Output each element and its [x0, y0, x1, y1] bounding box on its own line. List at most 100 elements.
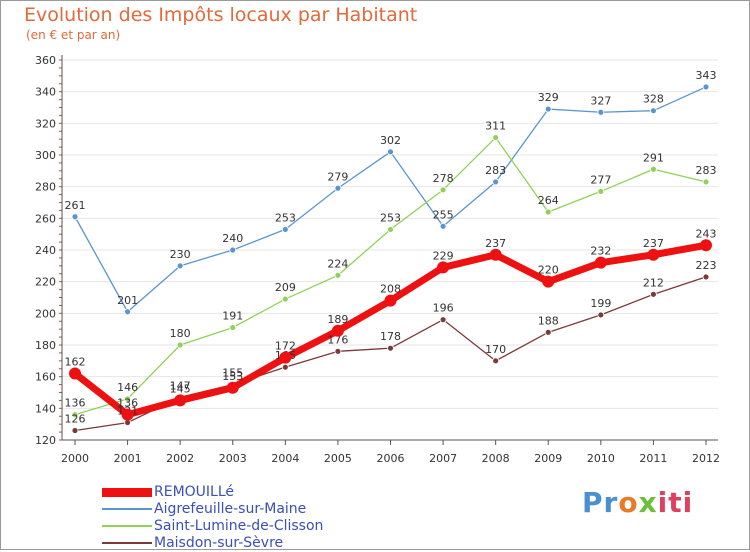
point-remouill-2009 — [542, 275, 555, 288]
point-maisdon-sur-s-vre-2011 — [650, 290, 657, 298]
legend-label-aigrefeuille: Aigrefeuille-sur-Maine — [154, 501, 307, 517]
data-label-remouill-2011: 237 — [643, 237, 664, 250]
x-tick-label-2005: 2005 — [324, 452, 352, 465]
point-maisdon-sur-s-vre-2009 — [544, 328, 552, 336]
point-aigrefeuille-sur-maine-2005 — [334, 184, 342, 192]
data-label-maisdon-sur-s-vre-2012: 223 — [696, 259, 717, 272]
point-aigrefeuille-sur-maine-2008 — [492, 178, 500, 186]
data-label-aigrefeuille-sur-maine-2012: 343 — [696, 69, 717, 82]
data-label-remouill-2005: 189 — [327, 313, 348, 326]
data-label-maisdon-sur-s-vre-2000: 126 — [65, 413, 86, 426]
y-tick-label-220: 220 — [35, 276, 56, 289]
y-tick-label-360: 360 — [35, 54, 56, 67]
x-tick-label-2007: 2007 — [429, 452, 457, 465]
legend-swatch-saint-lumine — [102, 525, 152, 527]
data-label-maisdon-sur-s-vre-2009: 188 — [538, 314, 559, 327]
data-label-saint-lumine-de-clisson-2011: 291 — [643, 151, 664, 164]
point-saint-lumine-de-clisson-2000 — [71, 411, 79, 419]
point-saint-lumine-de-clisson-2008 — [492, 134, 500, 141]
x-tick-label-2000: 2000 — [61, 452, 89, 465]
x-tick-label-2009: 2009 — [534, 452, 562, 465]
data-label-saint-lumine-de-clisson-2004: 209 — [275, 281, 296, 294]
data-label-maisdon-sur-s-vre-2008: 170 — [485, 343, 506, 356]
proxiti-logo: Proxiti — [582, 486, 694, 519]
x-tick-label-2011: 2011 — [639, 452, 667, 465]
point-remouill-2002 — [174, 394, 187, 407]
data-label-aigrefeuille-sur-maine-2011: 328 — [643, 93, 664, 106]
point-maisdon-sur-s-vre-2000 — [71, 427, 79, 434]
point-saint-lumine-de-clisson-2005 — [334, 271, 342, 279]
point-aigrefeuille-sur-maine-2004 — [281, 226, 289, 233]
data-label-maisdon-sur-s-vre-2005: 176 — [327, 333, 348, 346]
data-label-aigrefeuille-sur-maine-2010: 327 — [590, 94, 611, 107]
legend-label-maisdon: Maisdon-sur-Sèvre — [154, 535, 284, 551]
data-label-maisdon-sur-s-vre-2006: 178 — [380, 330, 401, 343]
data-label-maisdon-sur-s-vre-2007: 196 — [433, 302, 454, 315]
data-label-remouill-2010: 232 — [590, 245, 611, 258]
legend-label-saint-lumine: Saint-Lumine-de-Clisson — [154, 518, 324, 534]
y-tick-label-280: 280 — [35, 181, 56, 194]
data-label-maisdon-sur-s-vre-2003: 155 — [222, 367, 243, 380]
data-label-saint-lumine-de-clisson-2003: 191 — [222, 310, 243, 323]
point-saint-lumine-de-clisson-2009 — [544, 208, 552, 216]
y-tick-label-120: 120 — [35, 434, 56, 447]
point-saint-lumine-de-clisson-2007 — [439, 186, 447, 194]
y-tick-label-180: 180 — [35, 339, 56, 352]
point-remouill-2006 — [384, 294, 397, 307]
x-tick-label-2004: 2004 — [271, 452, 299, 465]
data-label-maisdon-sur-s-vre-2011: 212 — [643, 276, 664, 289]
point-maisdon-sur-s-vre-2005 — [334, 347, 342, 355]
data-label-aigrefeuille-sur-maine-2002: 230 — [170, 248, 191, 261]
data-label-maisdon-sur-s-vre-2002: 147 — [170, 379, 191, 392]
data-label-remouill-2001: 136 — [117, 397, 138, 410]
point-maisdon-sur-s-vre-2008 — [492, 357, 500, 365]
data-label-aigrefeuille-sur-maine-2000: 261 — [65, 199, 86, 212]
data-label-aigrefeuille-sur-maine-2006: 302 — [380, 134, 401, 147]
data-label-maisdon-sur-s-vre-2010: 199 — [590, 297, 611, 310]
point-remouill-2000 — [69, 367, 81, 380]
data-label-aigrefeuille-sur-maine-2009: 329 — [538, 91, 559, 104]
y-tick-label-340: 340 — [35, 86, 56, 99]
point-maisdon-sur-s-vre-2004 — [281, 363, 289, 371]
chart-subtitle: (en € et par an) — [26, 28, 121, 42]
y-tick-label-200: 200 — [35, 307, 56, 320]
y-tick-label-160: 160 — [35, 371, 56, 384]
data-label-remouill-2000: 162 — [65, 356, 86, 369]
point-saint-lumine-de-clisson-2004 — [281, 295, 289, 303]
data-label-remouill-2009: 220 — [538, 264, 559, 277]
point-aigrefeuille-sur-maine-2010 — [597, 108, 605, 116]
point-aigrefeuille-sur-maine-2012 — [702, 83, 710, 91]
legend-swatch-aigrefeuille — [102, 508, 152, 510]
point-remouill-2001 — [121, 408, 134, 421]
x-tick-label-2001: 2001 — [114, 452, 142, 465]
point-remouill-2005 — [331, 324, 344, 337]
x-tick-label-2002: 2002 — [166, 452, 194, 465]
series-line-saint-lumine-de-clisson — [74, 136, 707, 416]
legend-label-remouille: REMOUILLé — [154, 484, 235, 500]
data-label-saint-lumine-de-clisson-2009: 264 — [538, 194, 559, 207]
point-maisdon-sur-s-vre-2012 — [702, 273, 710, 281]
data-label-remouill-2002: 145 — [170, 382, 191, 395]
x-tick-label-2006: 2006 — [377, 452, 405, 465]
y-tick-label-300: 300 — [35, 149, 56, 162]
point-aigrefeuille-sur-maine-2000 — [71, 213, 79, 221]
point-aigrefeuille-sur-maine-2007 — [439, 222, 447, 230]
data-label-remouill-2012: 243 — [696, 227, 717, 240]
point-saint-lumine-de-clisson-2011 — [650, 165, 657, 173]
chart-title: Evolution des Impôts locaux par Habitant — [24, 4, 418, 26]
point-aigrefeuille-sur-maine-2001 — [124, 308, 131, 316]
y-tick-label-140: 140 — [35, 402, 56, 415]
point-saint-lumine-de-clisson-2010 — [597, 188, 605, 195]
data-label-saint-lumine-de-clisson-2010: 277 — [590, 173, 611, 186]
point-saint-lumine-de-clisson-2006 — [387, 226, 394, 233]
data-label-saint-lumine-de-clisson-2008: 311 — [485, 120, 506, 133]
point-aigrefeuille-sur-maine-2009 — [544, 105, 552, 113]
point-saint-lumine-de-clisson-2012 — [702, 178, 710, 186]
data-label-saint-lumine-de-clisson-2012: 283 — [696, 164, 717, 177]
legend-swatch-maisdon — [102, 542, 152, 544]
point-saint-lumine-de-clisson-2002 — [176, 341, 184, 349]
data-label-saint-lumine-de-clisson-2002: 180 — [170, 327, 191, 340]
y-tick-label-260: 260 — [35, 212, 56, 225]
data-label-aigrefeuille-sur-maine-2008: 283 — [485, 164, 506, 177]
